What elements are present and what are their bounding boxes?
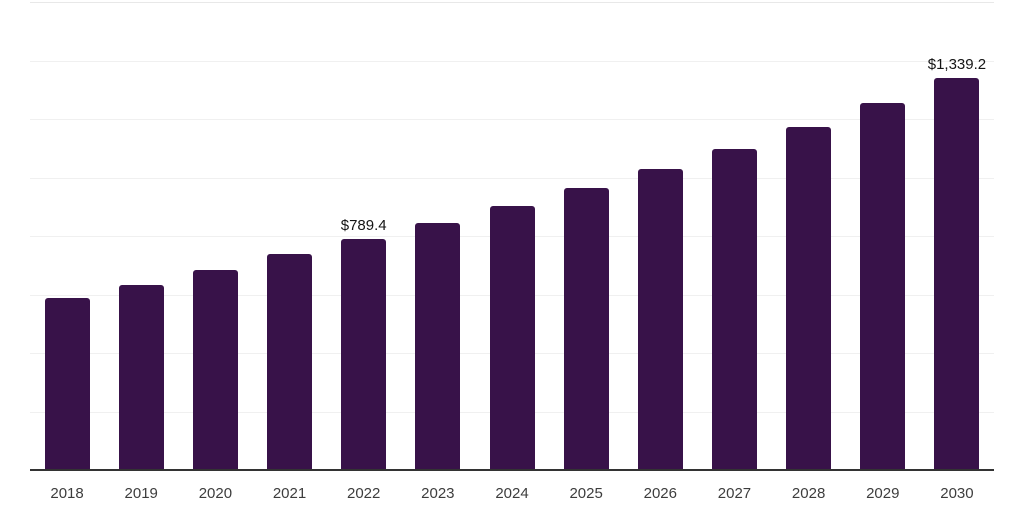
x-tick-2018: 2018 (50, 485, 84, 502)
bar-2028 (786, 126, 832, 470)
bar-2018 (44, 297, 90, 470)
x-axis-line (30, 468, 994, 471)
x-tick-2021: 2021 (272, 485, 307, 502)
value-label-2022: $789.4 (340, 217, 387, 235)
x-tick-2025: 2025 (569, 485, 603, 502)
bar-2025 (563, 188, 609, 470)
bar-2030 (934, 78, 980, 470)
x-tick-2019: 2019 (124, 485, 158, 502)
x-tick-2026: 2026 (643, 485, 677, 502)
x-tick-2023: 2023 (421, 485, 455, 502)
bar-2029 (860, 103, 906, 470)
x-tick-2029: 2029 (866, 485, 900, 502)
x-tick-2027: 2027 (717, 485, 752, 502)
gridline-1000 (30, 177, 994, 179)
bar-2022 (341, 239, 387, 470)
bar-2024 (489, 206, 535, 470)
value-label-2030: $1,339.2 (927, 56, 987, 74)
bar-2027 (711, 148, 757, 470)
x-tick-2024: 2024 (495, 485, 529, 502)
bar-2020 (192, 269, 238, 470)
gridline-1400 (30, 60, 994, 62)
x-tick-2020: 2020 (198, 485, 233, 502)
bar-2021 (267, 253, 313, 470)
bar-2019 (118, 284, 164, 470)
gridline-1600 (30, 2, 994, 3)
gridline-1200 (30, 119, 994, 120)
x-tick-2028: 2028 (791, 485, 826, 502)
bar-2026 (637, 169, 683, 470)
bar-2023 (415, 223, 461, 470)
x-tick-2030: 2030 (940, 485, 974, 502)
x-tick-2022: 2022 (347, 485, 381, 502)
